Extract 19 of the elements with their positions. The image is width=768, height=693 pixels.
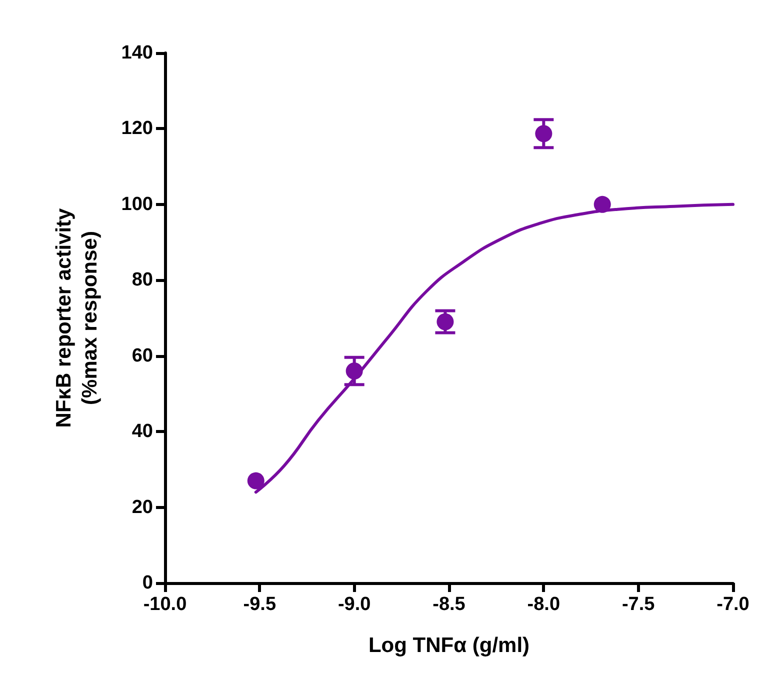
y-tick-label: 60 [132, 345, 153, 366]
x-tick-label: -10.0 [143, 594, 187, 615]
x-tick-label: -8.0 [527, 594, 560, 615]
y-tick-label: 100 [121, 194, 153, 215]
y-axis-title: NFκB reporter activity (%max response) [52, 208, 102, 428]
point [247, 472, 264, 490]
y-tick-label: 20 [132, 496, 153, 518]
x-tick-label: -9.0 [338, 594, 371, 615]
y-tick-label: 140 [121, 42, 153, 64]
y-tick-label: 80 [132, 270, 153, 291]
x-tick-label: -7.5 [622, 594, 656, 615]
x-tick-label: -7.0 [716, 594, 750, 615]
point [594, 196, 611, 213]
x-tick-label: -8.5 [432, 594, 466, 615]
y-tick-label: 0 [142, 572, 153, 594]
x-tick-label: -9.5 [243, 594, 276, 615]
x-axis-title: Log TNFα (g/ml) [368, 634, 530, 657]
y-tick-label: 120 [121, 118, 153, 140]
y-tick-label: 40 [132, 421, 153, 442]
